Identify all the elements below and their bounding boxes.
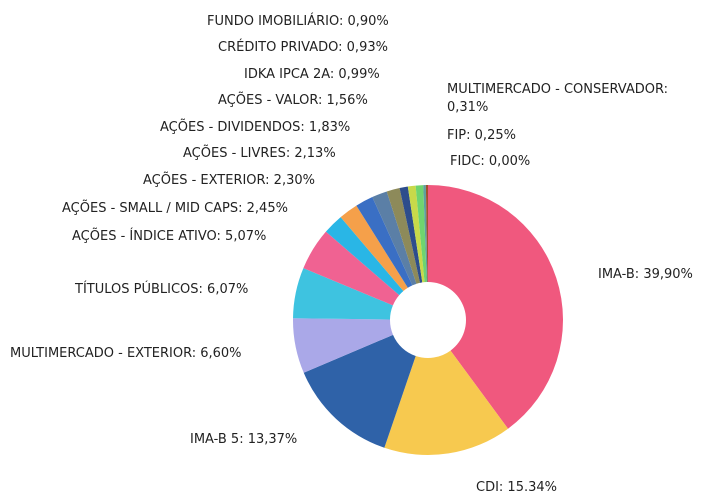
- data-label: AÇÕES - SMALL / MID CAPS: 2,45%: [62, 201, 288, 216]
- data-label: IMA-B: 39,90%: [598, 267, 693, 282]
- slice: [340, 205, 408, 292]
- data-label: CRÉDITO PRIVADO: 0,93%: [218, 40, 388, 55]
- data-label: FIP: 0,25%: [447, 128, 516, 143]
- slice: [325, 217, 404, 296]
- slice: [425, 185, 428, 283]
- data-label: AÇÕES - EXTERIOR: 2,30%: [143, 173, 315, 188]
- data-label: MULTIMERCADO - EXTERIOR: 6,60%: [10, 346, 242, 361]
- slice: [384, 350, 509, 455]
- data-label: AÇÕES - DIVIDENDOS: 1,83%: [160, 120, 351, 135]
- data-label: TÍTULOS PÚBLICOS: 6,07%: [75, 282, 249, 297]
- data-label: AÇÕES - VALOR: 1,56%: [218, 93, 368, 108]
- slice: [356, 197, 413, 288]
- slice: [428, 185, 563, 429]
- data-label: FUNDO IMOBILIÁRIO: 0,90%: [207, 14, 389, 29]
- slice: [423, 185, 428, 283]
- slice: [386, 188, 420, 284]
- data-label: CDI: 15.34%: [476, 480, 558, 492]
- data-label: FIDC: 0,00%: [450, 154, 531, 169]
- data-label: AÇÕES - LIVRES: 2,13%: [183, 146, 336, 161]
- slice: [372, 191, 417, 286]
- slice: [303, 334, 416, 448]
- data-label: MULTIMERCADO - CONSERVADOR: 0,31%: [447, 82, 668, 115]
- slice: [293, 318, 394, 373]
- data-label: IDKA IPCA 2A: 0,99%: [244, 67, 380, 82]
- data-label: AÇÕES - ÍNDICE ATIVO: 5,07%: [72, 229, 267, 244]
- slice: [303, 231, 400, 306]
- slice: [399, 186, 423, 283]
- slice: [407, 185, 425, 283]
- slice: [415, 185, 427, 283]
- slice: [293, 268, 393, 320]
- data-label: IMA-B 5: 13,37%: [190, 432, 298, 447]
